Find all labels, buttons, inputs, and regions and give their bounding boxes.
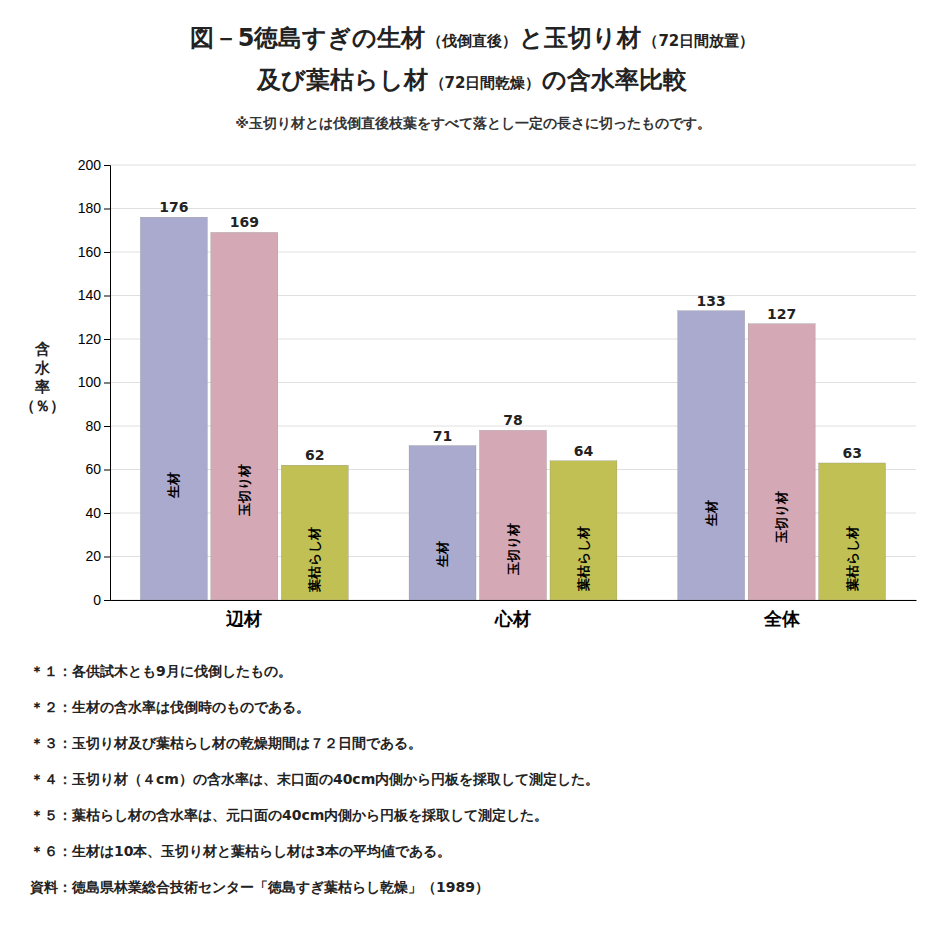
tick-label: 60 bbox=[85, 461, 101, 477]
bar-label: 玉切り材 bbox=[237, 464, 252, 517]
data-label: 133 bbox=[697, 293, 726, 309]
tick-label: 心材 bbox=[494, 609, 531, 629]
tick: 40 bbox=[85, 505, 110, 521]
y-axis-label: 含水率（％） bbox=[20, 340, 65, 415]
grid-line bbox=[110, 165, 916, 166]
bar bbox=[281, 465, 348, 600]
tick: 160 bbox=[78, 244, 110, 260]
tick-label: 辺材 bbox=[225, 609, 262, 629]
tick-mark bbox=[104, 296, 110, 297]
tick: 心材 bbox=[494, 609, 531, 629]
data-label: 63 bbox=[842, 445, 861, 461]
tick: 0 bbox=[93, 592, 110, 608]
y-axis: 0 20 40 60 80 100 120 140 160 180 200 bbox=[78, 157, 111, 608]
tick: 辺材 bbox=[225, 609, 262, 629]
tick-mark bbox=[104, 513, 110, 514]
tick: 180 bbox=[78, 200, 110, 216]
title-text: 及び葉枯らし材 bbox=[256, 66, 428, 94]
tick-label: 140 bbox=[78, 287, 102, 303]
bar bbox=[678, 311, 745, 600]
plot: 176 生材 169 玉切り材 62 葉枯らし材 71 生材 78 玉切り材 64 葉枯らし材 133 生… bbox=[78, 157, 917, 629]
tick-label: 全体 bbox=[763, 609, 801, 629]
title-line: 図－5徳島すぎの生材（伐倒直後）と玉切り材（72日間放置） bbox=[190, 24, 755, 52]
tick-mark bbox=[104, 557, 110, 558]
bar bbox=[550, 461, 617, 600]
bar bbox=[748, 324, 815, 600]
tick-mark bbox=[104, 165, 110, 166]
bar-label: 生材 bbox=[166, 472, 181, 499]
annotation: 資料：徳島県林業総合技術センター「徳島すぎ葉枯らし乾燥」（1989） bbox=[29, 879, 489, 895]
tick-label: 20 bbox=[85, 548, 101, 564]
bar-label: 玉切り材 bbox=[506, 523, 521, 576]
tick-mark bbox=[104, 426, 110, 427]
tick: 120 bbox=[78, 331, 110, 347]
tick-label: 0 bbox=[93, 592, 101, 608]
bar-label: 玉切り材 bbox=[774, 491, 789, 544]
x-axis: 辺材 心材 全体 bbox=[111, 601, 917, 629]
annotation: ＊５：葉枯らし材の含水率は、元口面の40cm内側から円板を採取して測定した。 bbox=[30, 807, 548, 823]
tick-mark bbox=[104, 383, 110, 384]
tick-label: 40 bbox=[85, 505, 101, 521]
data-label: 71 bbox=[433, 428, 452, 444]
tick-mark bbox=[104, 470, 110, 471]
bar-label: 生材 bbox=[435, 541, 450, 568]
bars bbox=[140, 217, 885, 600]
tick: 全体 bbox=[763, 609, 801, 629]
tick-mark bbox=[104, 252, 110, 253]
subtitle: ※玉切り材とは伐倒直後枝葉をすべて落とし一定の長さに切ったものです。 bbox=[235, 115, 711, 131]
tick-label: 120 bbox=[78, 331, 102, 347]
tick: 100 bbox=[78, 374, 110, 390]
bar-label: 葉枯らし材 bbox=[845, 526, 860, 592]
annotation: ＊４：玉切り材（４cm）の含水率は、末口面の40cm内側から円板を採取して測定し… bbox=[30, 771, 599, 787]
bar bbox=[211, 232, 278, 600]
tick-label: 180 bbox=[78, 200, 102, 216]
title-text: （72日間放置） bbox=[643, 32, 754, 50]
tick-label: 100 bbox=[78, 374, 102, 390]
bar-label: 葉枯らし材 bbox=[576, 526, 591, 592]
bar-label: 葉枯らし材 bbox=[307, 527, 322, 593]
grid-line bbox=[110, 208, 916, 209]
tick: 60 bbox=[85, 461, 110, 477]
title-text: （伐倒直後） bbox=[427, 32, 517, 50]
annotation: ＊１：各供試木とも9月に伐倒したもの。 bbox=[30, 663, 292, 679]
bar bbox=[480, 430, 547, 600]
annotation: ＊２：生材の含水率は伐倒時のものである。 bbox=[30, 699, 310, 715]
title-text: （72日間乾燥） bbox=[430, 74, 541, 92]
title-text: と玉切り材 bbox=[519, 24, 641, 52]
data-label: 176 bbox=[159, 199, 188, 215]
notes: ＊１：各供試木とも9月に伐倒したもの。 ＊２：生材の含水率は伐倒時のものである。 ＊… bbox=[29, 663, 599, 895]
tick-label: 80 bbox=[85, 418, 101, 434]
title-text: 図－5徳島すぎの生材 bbox=[190, 24, 426, 52]
axis-line bbox=[104, 166, 111, 601]
annotation: ＊６：生材は10本、玉切り材と葉枯らし材は3本の平均値である。 bbox=[30, 843, 451, 859]
data-label: 169 bbox=[230, 214, 259, 230]
tick-mark bbox=[104, 209, 110, 210]
tick-mark bbox=[104, 339, 110, 340]
tick: 80 bbox=[85, 418, 110, 434]
title-line: 及び葉枯らし材（72日間乾燥）の含水率比較 bbox=[256, 66, 689, 94]
bar bbox=[140, 217, 207, 600]
tick: 140 bbox=[78, 287, 110, 303]
tick-label: 160 bbox=[78, 244, 102, 260]
tick: 20 bbox=[85, 548, 110, 564]
data-label: 62 bbox=[305, 447, 324, 463]
bar bbox=[409, 446, 476, 600]
bar-texts: 176 生材 169 玉切り材 62 葉枯らし材 71 生材 78 玉切り材 64 葉枯らし材 133 生… bbox=[159, 199, 862, 593]
bar-label: 生材 bbox=[704, 500, 719, 527]
grid bbox=[110, 165, 916, 600]
annotation: ＊３：玉切り材及び葉枯らし材の乾燥期間は７２日間である。 bbox=[30, 735, 422, 751]
bar bbox=[819, 463, 886, 600]
title: 図－5徳島すぎの生材（伐倒直後）と玉切り材（72日間放置）及び葉枯らし材（72日… bbox=[190, 24, 755, 94]
title-text: の含水率比較 bbox=[542, 66, 688, 94]
tick: 200 bbox=[78, 157, 110, 173]
data-label: 64 bbox=[574, 443, 594, 459]
tick-label: 200 bbox=[78, 157, 102, 173]
axis-line bbox=[111, 600, 917, 601]
data-label: 78 bbox=[503, 412, 522, 428]
data-label: 127 bbox=[767, 306, 796, 322]
chart: 図－5徳島すぎの生材（伐倒直後）と玉切り材（72日間放置）及び葉枯らし材（72日… bbox=[0, 0, 946, 942]
tick-mark bbox=[104, 600, 110, 601]
